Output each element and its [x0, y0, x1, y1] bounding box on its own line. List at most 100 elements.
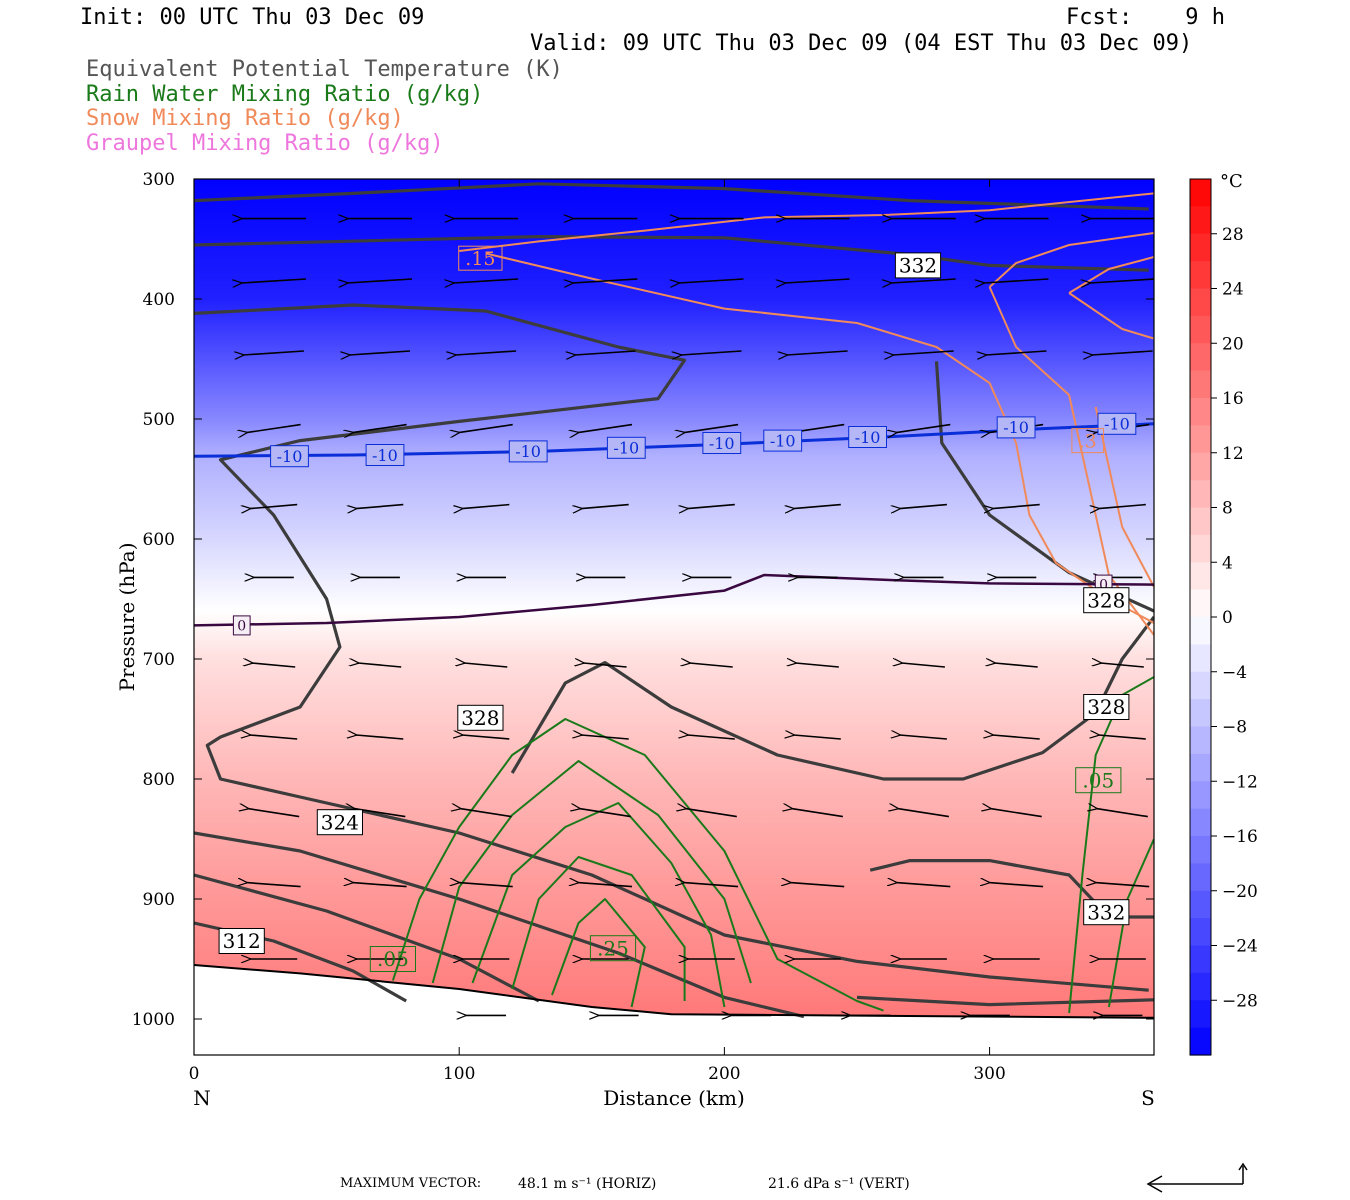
contour-label-text: 324 [321, 810, 359, 834]
colorbar-swatch [1190, 945, 1211, 974]
colorbar-swatch [1190, 836, 1211, 864]
x-axis-north-label: N [193, 1086, 211, 1110]
colorbar-tick-label: −4 [1222, 663, 1247, 683]
contour-label-box [369, 946, 416, 972]
wind-vector [898, 809, 950, 818]
wind-vector [993, 735, 1040, 740]
contour-label-text: 332 [899, 254, 937, 278]
contour-label-isotherm: -10 [606, 436, 646, 459]
cross-section-chart: .15 332-10 -10 -10 -10 -10 -10 -10-10 -10.300328… [115, 170, 1258, 1110]
snow-contour [1094, 406, 1154, 588]
theta-e-contour [194, 303, 1149, 992]
colorbar-tick-label: −16 [1222, 827, 1258, 847]
colorbar-swatch [1190, 808, 1211, 837]
wind-vector [1090, 278, 1154, 283]
wind-vector [891, 278, 956, 283]
contour-label-text: -10 [613, 439, 639, 458]
y-tick-label: 300 [143, 170, 175, 190]
wind-vector [796, 663, 839, 668]
field-title-theta-e: Equivalent Potential Temperature (K) [86, 57, 563, 82]
field-title-graupel: Graupel Mixing Ratio (g/kg) [86, 131, 444, 156]
wind-vector [460, 809, 512, 818]
snow-contour [1068, 292, 1154, 340]
colorbar-swatch [1190, 452, 1211, 481]
wind-vector [990, 809, 1042, 818]
colorbar-tick-label: −24 [1222, 937, 1258, 957]
colorbar-tick-label: 16 [1222, 389, 1244, 409]
rain-contour [551, 898, 646, 1008]
colorbar-tick-label: 0 [1222, 608, 1233, 628]
colorbar-swatch [1190, 589, 1211, 618]
wind-vector [252, 663, 296, 668]
colorbar-swatch [1190, 206, 1211, 235]
wind-vector [993, 503, 1040, 509]
wind-vector [575, 350, 636, 355]
contour-label-box [365, 444, 405, 466]
colorbar-swatch [1190, 534, 1211, 563]
wind-vector [358, 663, 402, 668]
colorbar-tick-label: 8 [1222, 499, 1233, 519]
reference-vector-icon [1146, 1162, 1248, 1193]
y-tick-label: 1000 [132, 1010, 175, 1030]
plot-frame [193, 178, 1155, 1056]
colorbar-swatch [1190, 617, 1211, 645]
colorbar-swatch [1190, 261, 1211, 290]
contour-label-box [1083, 899, 1130, 926]
contour-label-snow: .3 [1071, 428, 1105, 454]
colorbar-swatch [1190, 890, 1211, 919]
wind-vector [1095, 883, 1150, 888]
wind-vector [1097, 809, 1148, 818]
contour-label-isotherm: -10 [1097, 412, 1137, 435]
x-tick-label: 200 [708, 1064, 740, 1084]
contour-label-box [848, 426, 888, 448]
colorbar-tick-label: 24 [1222, 280, 1244, 300]
theta-e-contour [194, 182, 1149, 211]
contour-label-theta: 328 [1083, 694, 1130, 720]
contour-label-text: 0 [1099, 578, 1108, 594]
contour-label-box [270, 445, 309, 468]
field-title-rain: Rain Water Mixing Ratio (g/kg) [86, 82, 484, 107]
contour-label-isotherm: -10 [996, 416, 1036, 439]
colorbar-tick-label: 12 [1222, 444, 1244, 464]
contour-label-theta: 312 [218, 928, 265, 954]
contour-label-rain: .25 [589, 935, 637, 962]
x-tick-label: 100 [443, 1064, 475, 1084]
wind-vector [573, 278, 638, 283]
contour-label-text: .15 [465, 248, 495, 270]
wind-vector [247, 883, 301, 888]
valid-time: Valid: 09 UTC Thu 03 Dec 09 (04 EST Thu … [530, 31, 1193, 56]
rain-contour [1068, 676, 1154, 1014]
y-tick-label: 800 [143, 770, 175, 790]
contour-label-box [316, 809, 363, 836]
rain-contour [431, 760, 752, 984]
contour-label-theta: 332 [1083, 899, 1130, 926]
colorbar-swatch [1190, 671, 1211, 700]
wind-vector [995, 663, 1038, 668]
contour-label-box [894, 252, 942, 279]
contour-label-text: -10 [709, 434, 735, 453]
contour-label-text: -10 [277, 447, 303, 466]
wind-vector [688, 735, 735, 740]
colorbar-tick-label: 20 [1222, 334, 1244, 354]
colorbar-swatch [1190, 972, 1211, 1001]
wind-vector [1099, 503, 1146, 509]
wind-vector [681, 350, 742, 355]
temperature-shading [194, 179, 1154, 1055]
wind-vector [247, 423, 301, 433]
contour-label-box [1097, 412, 1137, 435]
wind-vector [900, 735, 947, 740]
snow-contour [485, 252, 1154, 624]
wind-vector [356, 503, 404, 509]
wind-vector [787, 350, 848, 355]
wind-vector [250, 735, 298, 740]
theta-e-contour [194, 235, 1149, 272]
colorbar-swatch [1190, 918, 1211, 947]
wind-vector [356, 735, 404, 740]
wind-vector [248, 809, 300, 818]
wind-vector [462, 503, 510, 509]
colorbar-swatch [1190, 233, 1211, 262]
temperature-colorbar: 28 24 20 16 12 8 4 0 −4 −8 −12 −16 −20 −24 −28 [1189, 178, 1258, 1056]
colorbar-tick-label: 28 [1222, 225, 1244, 245]
wind-vector [464, 663, 508, 668]
contour-label-snow: .15 [458, 245, 503, 271]
